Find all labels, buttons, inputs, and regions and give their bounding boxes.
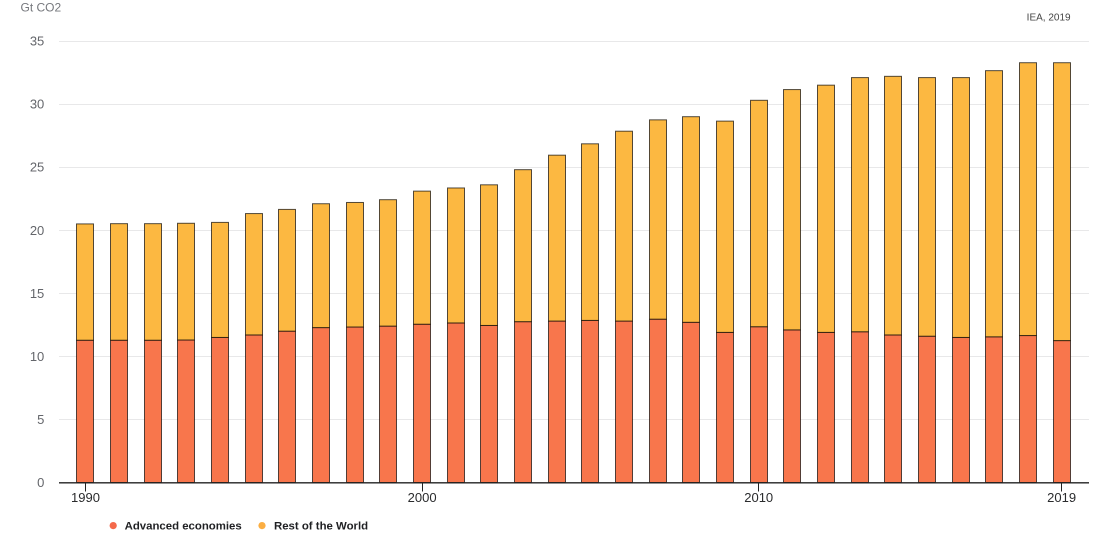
svg-text:30: 30 xyxy=(30,97,44,112)
svg-text:Gt CO2: Gt CO2 xyxy=(21,1,62,15)
svg-text:2019: 2019 xyxy=(1047,490,1076,505)
svg-text:35: 35 xyxy=(30,34,44,49)
svg-text:25: 25 xyxy=(30,160,44,175)
svg-text:5: 5 xyxy=(37,412,44,427)
svg-text:2010: 2010 xyxy=(744,490,773,505)
svg-text:2000: 2000 xyxy=(408,490,437,505)
svg-text:0: 0 xyxy=(37,475,44,490)
svg-text:IEA, 2019: IEA, 2019 xyxy=(1027,13,1071,24)
svg-text:10: 10 xyxy=(30,349,44,364)
svg-text:20: 20 xyxy=(30,223,44,238)
svg-text:15: 15 xyxy=(30,286,44,301)
svg-text:Rest of the World: Rest of the World xyxy=(274,521,368,533)
svg-text:Advanced economies: Advanced economies xyxy=(125,521,242,533)
svg-text:1990: 1990 xyxy=(71,490,100,505)
